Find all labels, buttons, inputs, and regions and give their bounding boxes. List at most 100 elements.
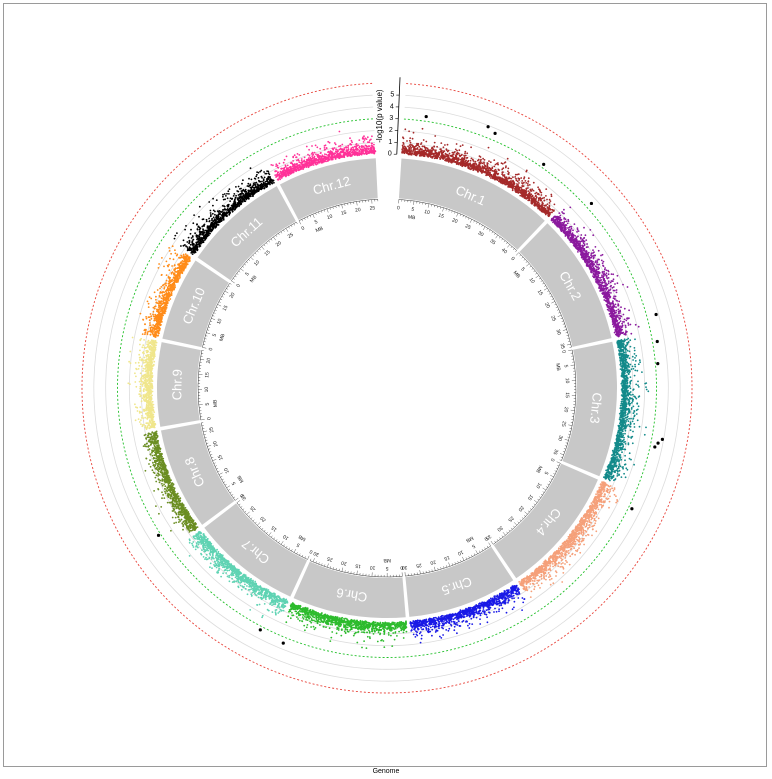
snp-point — [618, 314, 620, 317]
snp-point — [479, 160, 482, 163]
snp-point — [506, 157, 509, 160]
snp-point — [615, 458, 617, 461]
snp-point — [429, 156, 432, 158]
mb-tick — [555, 306, 558, 308]
snp-point — [406, 140, 408, 142]
snp-point — [620, 434, 623, 436]
mb-tick — [545, 486, 548, 488]
snp-point — [594, 505, 597, 508]
snp-point — [409, 145, 412, 148]
mb-unit-label: MB — [554, 363, 561, 372]
snp-point — [565, 220, 568, 223]
snp-point — [543, 196, 545, 199]
snp-point — [622, 313, 625, 316]
snp-point — [619, 422, 622, 424]
snp-point — [596, 263, 598, 265]
snp-point — [615, 306, 617, 308]
snp-point — [590, 267, 593, 269]
mb-tick — [566, 335, 569, 337]
snp-point — [494, 170, 497, 173]
snp-point — [613, 493, 616, 496]
snp-point — [581, 256, 583, 259]
snp-point — [622, 394, 625, 397]
snp-point — [627, 324, 630, 326]
snp-point — [559, 566, 562, 568]
snp-point — [485, 168, 487, 171]
snp-point — [635, 354, 638, 357]
snp-point — [533, 196, 535, 199]
snp-point — [410, 147, 413, 149]
snp-point — [630, 458, 632, 461]
snp-point — [622, 445, 625, 447]
snp-point — [478, 161, 481, 164]
snp-point — [637, 380, 639, 383]
snp-point — [557, 565, 560, 568]
snp-point — [614, 298, 616, 300]
snp-point — [613, 331, 616, 334]
mb-tick — [489, 229, 491, 232]
snp-point — [525, 197, 527, 199]
snp-point — [407, 145, 409, 148]
mb-tick — [465, 216, 467, 219]
mb-tick — [481, 224, 483, 227]
snp-point — [622, 396, 625, 399]
snp-point — [433, 154, 435, 156]
snp-point — [615, 444, 618, 447]
snp-point — [521, 180, 524, 182]
snp-point — [501, 171, 504, 174]
snp-point — [623, 413, 625, 416]
snp-point — [616, 469, 618, 472]
snp-point — [431, 152, 433, 155]
snp-point — [610, 273, 613, 275]
snp-point — [504, 180, 507, 183]
snp-point — [401, 144, 404, 147]
snp-point — [569, 206, 572, 209]
snp-point — [595, 530, 598, 533]
snp-point — [605, 473, 607, 476]
snp-point — [422, 151, 424, 154]
snp-point — [560, 563, 563, 565]
snp-point — [615, 309, 618, 312]
snp-point — [619, 346, 622, 348]
snp-point — [453, 151, 455, 154]
snp-point — [615, 437, 618, 440]
snp-point — [622, 467, 624, 470]
snp-point — [557, 547, 560, 550]
snp-point — [537, 186, 539, 189]
snp-point — [477, 165, 480, 168]
snp-point — [413, 147, 416, 150]
snp-point — [629, 391, 632, 393]
snp-point — [548, 202, 551, 204]
snp-point — [621, 414, 624, 417]
snp-point — [485, 174, 487, 177]
snp-point — [471, 163, 474, 166]
snp-point — [560, 230, 563, 233]
snp-point — [601, 274, 603, 277]
snp-point — [533, 585, 536, 588]
mb-tick-label: 25 — [560, 421, 567, 428]
snp-point — [421, 148, 423, 151]
snp-point — [609, 471, 612, 474]
snp-point — [623, 436, 625, 439]
snp-point — [636, 402, 639, 405]
snp-point — [620, 306, 622, 309]
snp-point — [621, 388, 623, 390]
snp-point — [583, 249, 585, 252]
snp-point — [576, 231, 578, 233]
snp-point — [450, 155, 453, 158]
snp-point — [461, 157, 464, 159]
mb-tick — [462, 215, 464, 218]
snp-point — [603, 278, 606, 280]
snp-point — [420, 151, 423, 153]
snp-point — [429, 154, 431, 157]
mb-tick-label: 0 — [560, 350, 566, 354]
mb-tick — [486, 228, 488, 230]
snp-point — [403, 152, 406, 155]
snp-point — [438, 151, 440, 154]
snp-point — [529, 583, 532, 585]
snp-point — [618, 300, 620, 303]
mb-axis-line — [398, 199, 517, 251]
snp-point — [585, 260, 587, 262]
snp-point — [527, 190, 530, 193]
snp-point — [477, 159, 479, 162]
